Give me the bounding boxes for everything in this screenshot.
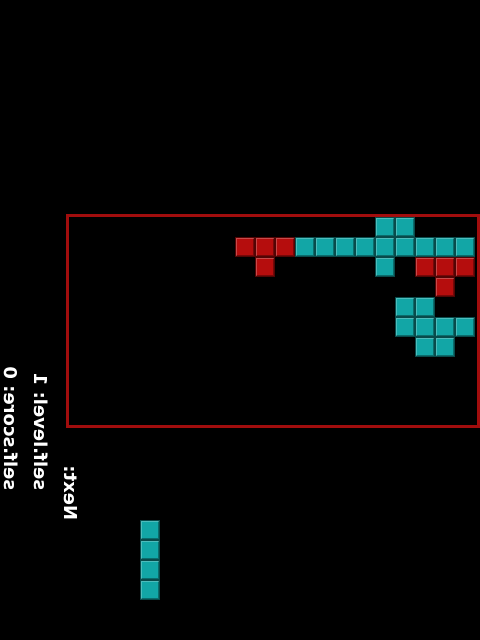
teal-block	[415, 317, 435, 337]
red-block	[415, 257, 435, 277]
next-piece-block	[140, 560, 160, 580]
teal-block	[395, 217, 415, 237]
teal-block	[415, 297, 435, 317]
next-label: Next:	[59, 465, 80, 520]
next-piece-block	[140, 580, 160, 600]
red-block	[455, 257, 475, 277]
teal-block	[375, 237, 395, 257]
red-block	[255, 237, 275, 257]
game-board	[66, 214, 480, 428]
level-label: self.level: 1	[29, 373, 50, 490]
teal-block	[435, 317, 455, 337]
next-piece-block	[140, 520, 160, 540]
red-block	[255, 257, 275, 277]
teal-block	[395, 237, 415, 257]
teal-block	[335, 237, 355, 257]
next-piece-preview	[140, 520, 160, 600]
teal-block	[455, 237, 475, 257]
red-block	[275, 237, 295, 257]
red-block	[435, 277, 455, 297]
teal-block	[395, 297, 415, 317]
red-block	[235, 237, 255, 257]
teal-block	[375, 217, 395, 237]
teal-block	[415, 337, 435, 357]
teal-block	[395, 317, 415, 337]
teal-block	[315, 237, 335, 257]
score-label: self.score: 0	[0, 366, 20, 490]
red-block	[435, 257, 455, 277]
teal-block	[455, 317, 475, 337]
teal-block	[435, 237, 455, 257]
teal-block	[355, 237, 375, 257]
teal-block	[415, 237, 435, 257]
teal-block	[435, 337, 455, 357]
teal-block	[295, 237, 315, 257]
next-piece-block	[140, 540, 160, 560]
teal-block	[375, 257, 395, 277]
